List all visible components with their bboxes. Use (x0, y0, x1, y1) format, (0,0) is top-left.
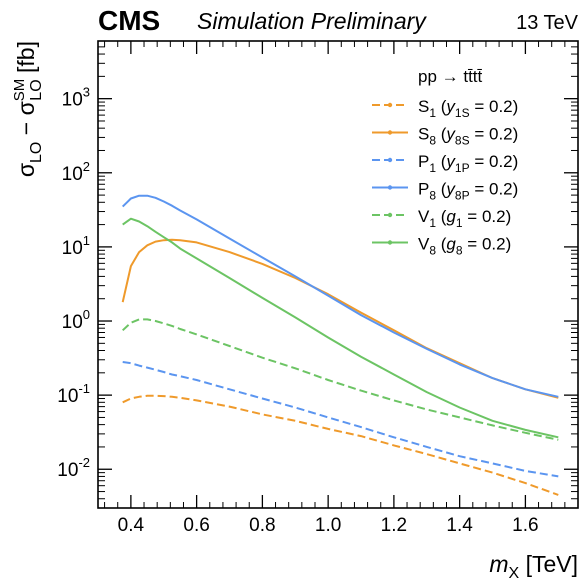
y-tick-label: 102 (62, 159, 90, 185)
x-tick-label: 0.8 (249, 515, 275, 536)
y-tick-label: 10-1 (57, 381, 90, 407)
legend-entry: V8 (g8 = 0.2) (418, 235, 511, 258)
series-line-3 (122, 361, 559, 478)
energy-label: 13 TeV (516, 12, 579, 34)
legend-title: pp → tt̄tt̄ (418, 67, 483, 86)
legend: pp → tt̄tt̄ S1 (y1S = 0.2) S8 (y8S = 0.2) P… (372, 67, 518, 258)
legend-marker (387, 102, 393, 108)
legend-marker (387, 157, 393, 163)
series-line-4 (121, 194, 559, 398)
y-tick-label: 103 (62, 85, 90, 111)
legend-entry: V1 (g1 = 0.2) (418, 207, 511, 230)
series-line-2 (121, 238, 559, 399)
axis-ticks: 0.4 0.6 0.8 1.0 1.2 1.4 1.6 10-2 10-1 100 101 102 10… (57, 40, 578, 536)
legend-entry: P8 (y8P = 0.2) (418, 180, 518, 203)
legend-marker (387, 185, 393, 190)
series-group (121, 194, 559, 496)
legend-entry: P1 (y1P = 0.2) (418, 152, 518, 175)
x-axis-label: mX [TeV] (489, 551, 578, 578)
plot-frame (97, 40, 579, 509)
legend-marker (387, 130, 393, 135)
status-label: Simulation Preliminary (197, 8, 427, 34)
series-line-1 (122, 394, 559, 496)
x-tick-label: 1.4 (446, 515, 473, 536)
x-tick-label: 0.4 (118, 515, 145, 536)
legend-marker (387, 212, 393, 218)
experiment-label: CMS (98, 5, 160, 36)
y-tick-label: 101 (62, 233, 90, 259)
y-axis-label: σLO − σSMLO [fb] (11, 41, 45, 177)
y-tick-label: 10-2 (57, 455, 90, 481)
axis-labels: mX [TeV] σLO − σSMLO [fb] (11, 41, 578, 578)
x-tick-label: 1.2 (381, 515, 407, 536)
legend-entry: S1 (y1S = 0.2) (418, 97, 518, 120)
series-line-5 (122, 318, 559, 441)
legend-marker (387, 240, 393, 245)
legend-entry: S8 (y8S = 0.2) (418, 125, 518, 148)
x-tick-label: 1.0 (315, 515, 341, 536)
x-tick-label: 1.6 (512, 515, 538, 536)
series-line-6 (122, 217, 559, 439)
y-tick-label: 100 (62, 307, 90, 333)
chart-header: CMS Simulation Preliminary 13 TeV (98, 5, 579, 36)
x-tick-label: 0.6 (183, 515, 209, 536)
